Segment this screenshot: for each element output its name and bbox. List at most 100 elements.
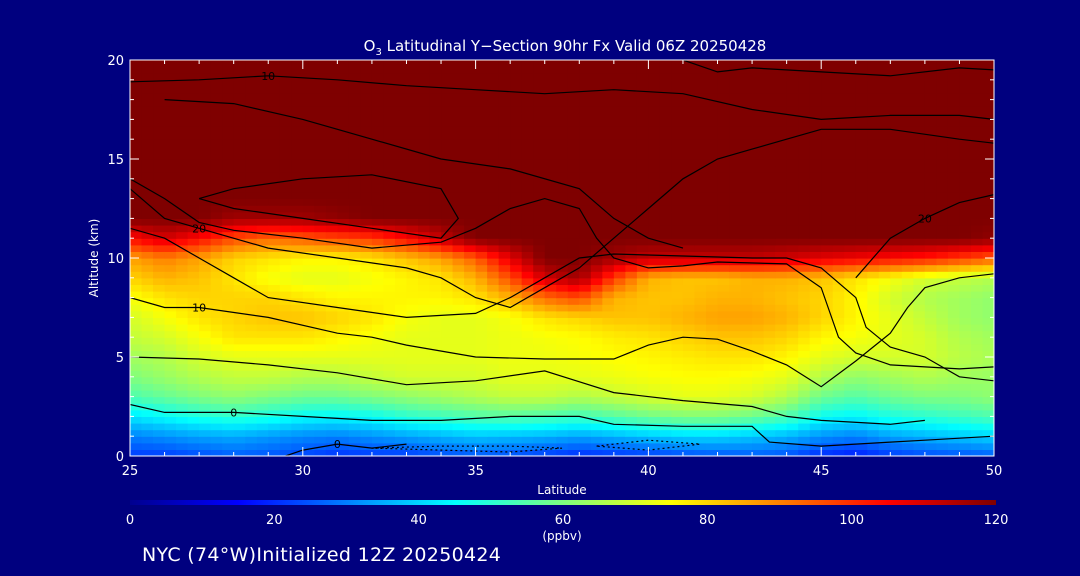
heatmap-cell: [464, 317, 477, 325]
heatmap-cell: [233, 112, 246, 120]
heatmap-cell: [970, 79, 984, 87]
heatmap-cell: [268, 238, 281, 246]
heatmap-cell: [245, 396, 258, 404]
heatmap-cell: [233, 436, 246, 444]
heatmap-cell: [786, 350, 799, 358]
heatmap-cell: [544, 132, 557, 140]
heatmap-cell: [544, 376, 557, 384]
heatmap-cell: [210, 132, 223, 140]
heatmap-cell: [671, 60, 684, 68]
heatmap-cell: [579, 317, 592, 325]
heatmap-cell: [544, 350, 557, 358]
heatmap-cell: [256, 317, 269, 325]
heatmap-cell: [429, 198, 442, 206]
heatmap-cell: [832, 251, 845, 259]
heatmap-cell: [210, 416, 223, 424]
heatmap-cell: [567, 205, 580, 213]
heatmap-cell: [429, 251, 442, 259]
heatmap-cell: [360, 337, 373, 345]
heatmap-cell: [302, 251, 315, 259]
heatmap-cell: [233, 198, 246, 206]
heatmap-cell: [740, 291, 753, 299]
heatmap-cell: [717, 159, 730, 167]
heatmap-cell: [556, 317, 569, 325]
heatmap-cell: [475, 152, 488, 160]
heatmap-cell: [982, 119, 994, 127]
heatmap-cell: [878, 350, 891, 358]
heatmap-cell: [970, 429, 984, 437]
heatmap-cell: [809, 172, 822, 180]
heatmap-cell: [452, 264, 465, 272]
heatmap-cell: [176, 145, 189, 153]
heatmap-cell: [947, 66, 961, 74]
heatmap-cell: [394, 86, 408, 94]
heatmap-cell: [775, 396, 788, 404]
heatmap-cell: [153, 442, 166, 450]
heatmap-cell: [268, 258, 281, 266]
heatmap-cell: [533, 310, 546, 318]
x-tick-label: 50: [986, 464, 1003, 479]
heatmap-cell: [832, 132, 845, 140]
heatmap-cell: [659, 403, 673, 411]
heatmap-cell: [130, 357, 143, 365]
heatmap-cell: [348, 409, 361, 417]
heatmap-cell: [153, 238, 166, 246]
heatmap-cell: [636, 363, 649, 371]
heatmap-cell: [176, 218, 189, 226]
heatmap-cell: [694, 185, 707, 193]
heatmap-cell: [153, 93, 166, 101]
heatmap-cell: [452, 132, 465, 140]
heatmap-cell: [210, 409, 223, 417]
heatmap-cell: [510, 152, 523, 160]
heatmap-cell: [729, 145, 742, 153]
heatmap-cell: [832, 112, 845, 120]
heatmap-cell: [890, 337, 903, 345]
heatmap-cell: [970, 73, 984, 81]
heatmap-cell: [625, 159, 638, 167]
heatmap-cell: [383, 205, 396, 213]
heatmap-cell: [671, 238, 684, 246]
heatmap-cell: [936, 390, 949, 398]
heatmap-cell: [245, 416, 258, 424]
heatmap-cell: [752, 409, 765, 417]
heatmap-cell: [302, 363, 315, 371]
heatmap-cell: [510, 99, 523, 107]
heatmap-cell: [786, 238, 799, 246]
heatmap-cell: [970, 178, 984, 186]
heatmap-cell: [729, 251, 742, 259]
x-tick-label: 25: [122, 464, 139, 479]
heatmap-cell: [671, 291, 684, 299]
heatmap-cell: [947, 145, 961, 153]
heatmap-cell: [613, 112, 626, 120]
heatmap-cell: [556, 416, 569, 424]
heatmap-cell: [348, 218, 361, 226]
heatmap-cell: [441, 119, 454, 127]
heatmap-cell: [141, 99, 154, 107]
heatmap-cell: [809, 66, 822, 74]
heatmap-cell: [510, 383, 523, 391]
heatmap-cell: [222, 244, 235, 252]
heatmap-cell: [682, 99, 696, 107]
heatmap-cell: [222, 330, 235, 338]
heatmap-cell: [659, 192, 673, 200]
heatmap-cell: [729, 238, 742, 246]
heatmap-cell: [164, 145, 177, 153]
heatmap-cell: [441, 258, 454, 266]
heatmap-cell: [613, 126, 626, 134]
heatmap-cell: [256, 416, 269, 424]
heatmap-cell: [256, 409, 269, 417]
heatmap-cell: [291, 357, 304, 365]
heatmap-cell: [602, 211, 615, 219]
heatmap-cell: [682, 126, 696, 134]
heatmap-cell: [487, 284, 500, 292]
heatmap-cell: [855, 324, 868, 332]
heatmap-cell: [130, 403, 143, 411]
heatmap-cell: [360, 172, 373, 180]
heatmap-cell: [498, 423, 511, 431]
heatmap-cell: [291, 343, 304, 351]
heatmap-cell: [452, 205, 465, 213]
heatmap-cell: [763, 396, 776, 404]
heatmap-cell: [959, 297, 972, 305]
heatmap-cell: [268, 106, 281, 114]
heatmap-cell: [982, 284, 994, 292]
